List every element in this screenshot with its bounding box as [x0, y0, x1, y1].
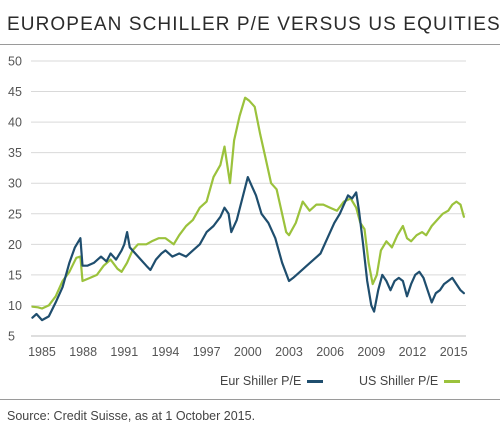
y-tick-label: 20 — [8, 238, 22, 252]
top-divider — [0, 44, 500, 45]
series-line-eur — [31, 176, 465, 322]
series-line-us — [31, 96, 465, 310]
legend: Eur Shiller P/E US Shiller P/E — [0, 374, 500, 392]
x-tick-label: 2006 — [316, 345, 344, 359]
legend-item-us: US Shiller P/E — [359, 374, 461, 388]
legend-swatch-eur — [307, 380, 324, 384]
chart-plot: 5 10 15 20 25 30 35 40 45 50 1985 1988 1991 1994 1997… — [8, 55, 468, 360]
x-tick-label: 1985 — [28, 345, 56, 359]
y-tick-label: 30 — [8, 177, 22, 191]
y-tick-label: 50 — [8, 55, 22, 69]
bottom-divider — [0, 399, 500, 400]
x-tick-label: 2015 — [440, 345, 468, 359]
x-tick-label: 1991 — [110, 345, 138, 359]
legend-label-us: US Shiller P/E — [359, 374, 439, 388]
legend-item-eur: Eur Shiller P/E — [220, 374, 324, 388]
y-tick-label: 35 — [8, 146, 22, 160]
series-lines — [31, 96, 465, 322]
y-tick-label: 40 — [8, 116, 22, 130]
legend-swatch-us — [444, 380, 461, 384]
y-tick-label: 10 — [8, 299, 22, 313]
x-tick-label: 1994 — [152, 345, 180, 359]
legend-label-eur: Eur Shiller P/E — [220, 374, 302, 388]
gridlines — [31, 60, 466, 337]
x-tick-label: 2003 — [275, 345, 303, 359]
y-tick-label: 15 — [8, 268, 22, 282]
x-tick-labels: 1985 1988 1991 1994 1997 2000 2003 2006 2009 2012… — [28, 345, 468, 359]
x-tick-label: 2000 — [234, 345, 262, 359]
y-tick-labels: 5 10 15 20 25 30 35 40 45 50 — [8, 55, 22, 344]
source-note: Source: Credit Suisse, as at 1 October 2… — [7, 409, 256, 423]
x-tick-label: 2009 — [357, 345, 385, 359]
x-tick-label: 1988 — [69, 345, 97, 359]
chart-title: EUROPEAN SCHILLER P/E VERSUS US EQUITIES — [7, 14, 500, 35]
x-tick-label: 2012 — [399, 345, 427, 359]
x-tick-label: 1997 — [193, 345, 221, 359]
y-tick-label: 5 — [8, 330, 15, 344]
y-tick-label: 45 — [8, 85, 22, 99]
y-tick-label: 25 — [8, 207, 22, 221]
